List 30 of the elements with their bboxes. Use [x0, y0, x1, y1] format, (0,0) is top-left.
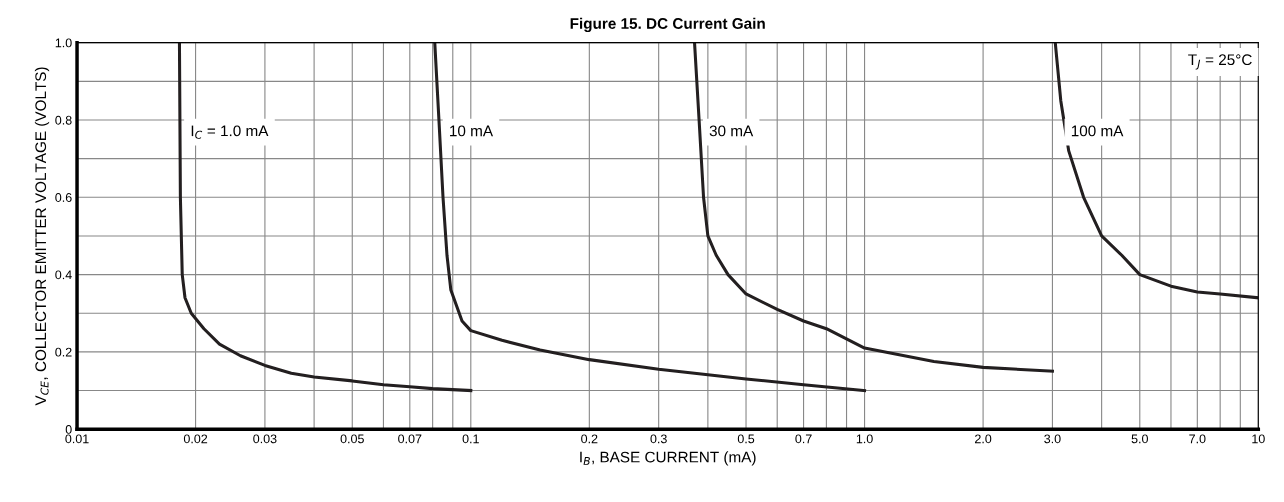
x-tick-label: 0.02	[183, 434, 208, 444]
series-label: 10 mA	[450, 125, 494, 137]
y-tick-label: 0	[65, 425, 72, 434]
x-tick-label: 2.0	[975, 434, 992, 444]
series-label: 100 mA	[1071, 125, 1124, 137]
y-tick-label: 0.2	[55, 347, 72, 357]
y-tick-label: 0.4	[55, 270, 72, 280]
x-tick-label: 1.0	[856, 434, 873, 444]
x-tick-label: 0.03	[253, 434, 277, 444]
x-tick-label: 0.1	[462, 434, 479, 444]
x-tick-label: 0.07	[398, 434, 422, 444]
annotation: T$_{J}$ = 25°C	[1188, 54, 1252, 70]
x-tick-label: 0.01	[65, 434, 89, 444]
x-tick-label: 5.0	[1131, 434, 1148, 444]
x-axis-title: I$_{B}$, BASE CURRENT (mA)	[580, 451, 756, 466]
x-tick-label: 3.0	[1044, 434, 1061, 444]
series-label: 30 mA	[709, 125, 754, 137]
x-tick-label: 0.3	[650, 434, 667, 444]
x-tick-label: 0.5	[737, 434, 755, 444]
y-tick-label: 0.6	[55, 193, 72, 202]
x-tick-label: 0.2	[581, 434, 598, 444]
y-axis-title: V$_{CE}$, COLLECTOR EMITTER VOLTAGE (VOLTS)	[34, 67, 50, 406]
x-tick-label: 0.05	[340, 434, 364, 444]
y-tick-label: 0.8	[55, 115, 72, 125]
chart-title: Figure 15. DC Current Gain	[570, 17, 765, 33]
y-tick-label: 1.0	[55, 38, 72, 48]
series-label: I$_{C}$ = 1.0 mA	[191, 125, 269, 139]
x-tick-label: 10	[1252, 434, 1265, 444]
x-tick-label: 7.0	[1189, 434, 1206, 444]
x-tick-label: 0.7	[795, 434, 812, 444]
